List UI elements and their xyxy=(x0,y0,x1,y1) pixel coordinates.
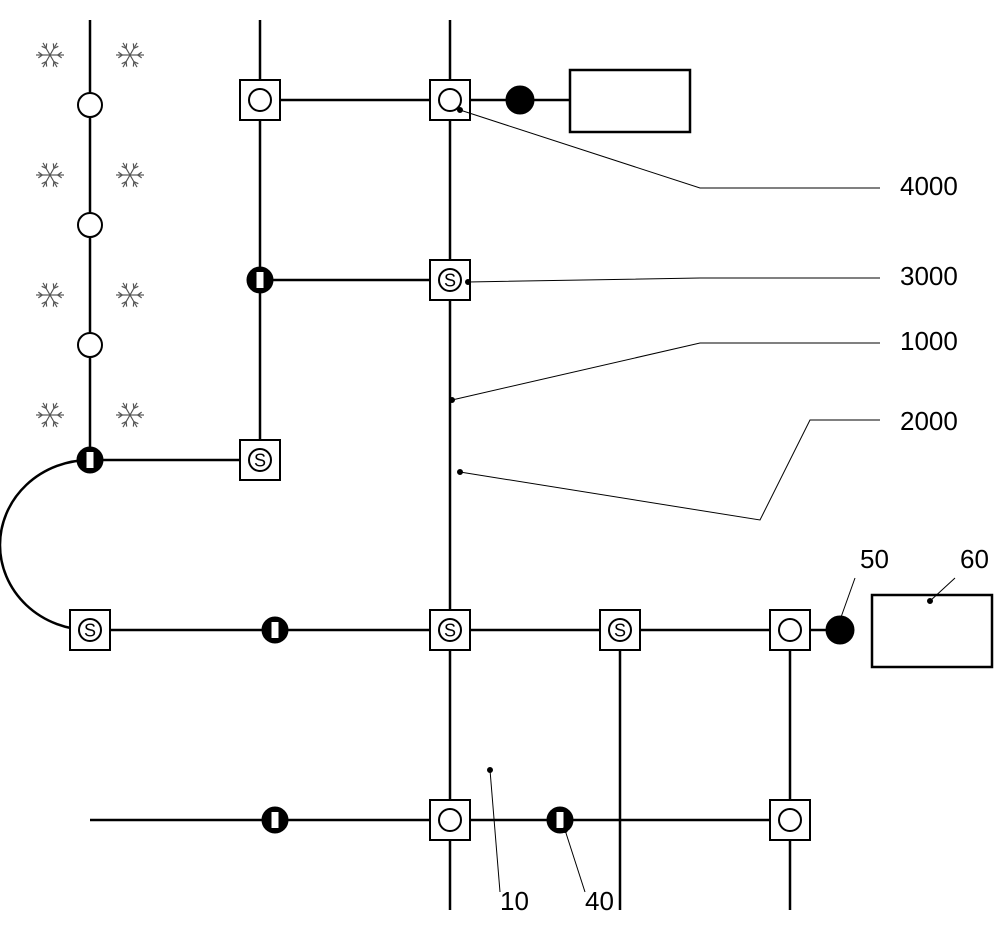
s-glyph: S xyxy=(444,270,456,290)
outlet-node xyxy=(78,213,102,237)
s-glyph: S xyxy=(444,620,456,640)
leader-dot xyxy=(488,768,493,773)
valve-slot-icon xyxy=(557,812,564,828)
ref-label: 4000 xyxy=(900,171,958,201)
ref-label: 50 xyxy=(860,544,889,574)
leader-dot xyxy=(458,108,463,113)
valve-slot-icon xyxy=(257,272,264,288)
junction-open-icon xyxy=(779,809,801,831)
valve-node xyxy=(247,267,273,293)
junction-node: S xyxy=(430,260,470,300)
valve-node xyxy=(77,447,103,473)
valve-slot-icon xyxy=(272,622,279,638)
inlet-node xyxy=(506,86,534,114)
junction-node xyxy=(770,610,810,650)
s-glyph: S xyxy=(84,620,96,640)
junction-open-icon xyxy=(439,809,461,831)
junction-node: S xyxy=(600,610,640,650)
s-glyph: S xyxy=(254,450,266,470)
ref-label: 40 xyxy=(585,886,614,916)
ref-label: 60 xyxy=(960,544,989,574)
junction-node: S xyxy=(240,440,280,480)
outlet-node xyxy=(78,333,102,357)
leader-dot xyxy=(563,828,568,833)
s-glyph: S xyxy=(614,620,626,640)
outlet-node xyxy=(78,93,102,117)
ref-label: 2000 xyxy=(900,406,958,436)
valve-node xyxy=(262,807,288,833)
junction-node xyxy=(770,800,810,840)
ref-label: 1000 xyxy=(900,326,958,356)
junction-open-icon xyxy=(439,89,461,111)
valve-slot-icon xyxy=(87,452,94,468)
leader-dot xyxy=(466,280,471,285)
junction-open-icon xyxy=(779,619,801,641)
background xyxy=(0,0,1000,930)
valve-slot-icon xyxy=(272,812,279,828)
junction-node xyxy=(240,80,280,120)
leader-dot xyxy=(928,599,933,604)
unit-box xyxy=(570,70,690,132)
junction-node xyxy=(430,800,470,840)
leader-dot xyxy=(458,470,463,475)
ref-label: 10 xyxy=(500,886,529,916)
junction-open-icon xyxy=(249,89,271,111)
junction-node: S xyxy=(70,610,110,650)
junction-node: S xyxy=(430,610,470,650)
valve-node xyxy=(547,807,573,833)
unit-box xyxy=(872,595,992,667)
junction-node xyxy=(430,80,470,120)
ref-label: 3000 xyxy=(900,261,958,291)
valve-node xyxy=(262,617,288,643)
leader-dot xyxy=(838,618,843,623)
leader-dot xyxy=(450,398,455,403)
